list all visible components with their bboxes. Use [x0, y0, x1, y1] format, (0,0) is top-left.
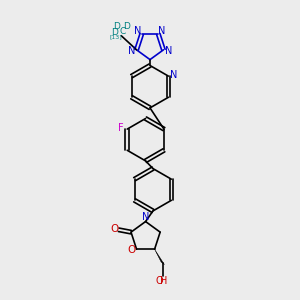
- Text: N: N: [158, 26, 166, 35]
- Text: D: D: [113, 22, 120, 32]
- Text: C: C: [120, 27, 126, 36]
- Text: D: D: [111, 28, 118, 37]
- Text: [13]: [13]: [110, 34, 122, 39]
- Text: N: N: [165, 46, 172, 56]
- Text: O: O: [155, 276, 163, 286]
- Text: N: N: [134, 26, 142, 35]
- Text: H: H: [160, 276, 167, 286]
- Text: N: N: [142, 212, 150, 222]
- Text: N: N: [170, 70, 177, 80]
- Text: D: D: [123, 22, 130, 32]
- Polygon shape: [154, 249, 164, 265]
- Text: N: N: [128, 46, 135, 56]
- Text: O: O: [110, 224, 119, 234]
- Text: O: O: [128, 245, 136, 255]
- Text: F: F: [118, 123, 124, 133]
